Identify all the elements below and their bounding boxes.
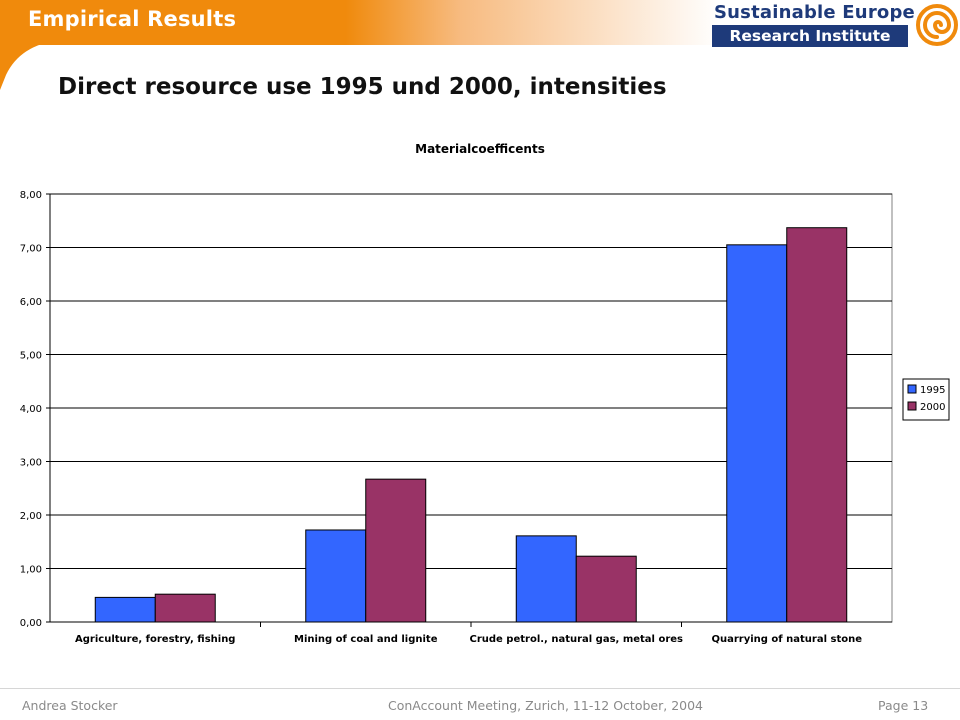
header-curve: [0, 40, 60, 90]
footer-divider: [0, 688, 960, 689]
logo-line-2: Research Institute: [712, 25, 908, 47]
legend-swatch-1995: [907, 384, 917, 394]
y-tick-label: 0,00: [20, 618, 42, 629]
slide-title: Direct resource use 1995 und 2000, inten…: [58, 74, 667, 100]
y-tick-label: 7,00: [20, 244, 42, 255]
legend-swatch-2000: [907, 401, 917, 411]
footer-page-number: Page 13: [878, 698, 929, 713]
y-tick-label: 4,00: [20, 404, 42, 415]
bar-2000-3: [786, 227, 848, 623]
institute-logo: Sustainable Europe Research Institute: [712, 2, 958, 48]
bar-2000-2: [575, 555, 637, 623]
legend-label-2000: 2000: [920, 402, 945, 413]
y-tick-label: 1,00: [20, 565, 42, 576]
bar-1995-3: [726, 244, 788, 623]
header-band: [0, 0, 720, 45]
bar-2000-1: [365, 478, 427, 623]
y-tick-label: 5,00: [20, 351, 42, 362]
footer-event: ConAccount Meeting, Zurich, 11-12 Octobe…: [388, 698, 704, 713]
bar-1995-2: [515, 535, 577, 623]
y-tick-label: 3,00: [20, 458, 42, 469]
bar-1995-0: [94, 596, 156, 623]
logo-line-1: Sustainable Europe: [714, 2, 915, 23]
x-tick-label: Mining of coal and lignite: [294, 634, 438, 645]
y-tick-label: 2,00: [20, 511, 42, 522]
bar-2000-0: [154, 593, 216, 623]
footer-author: Andrea Stocker: [22, 698, 118, 713]
y-tick-label: 6,00: [20, 297, 42, 308]
x-tick-label: Agriculture, forestry, fishing: [75, 634, 235, 645]
chart-title: Materialcoefficents: [415, 142, 545, 156]
bar-1995-1: [305, 529, 367, 623]
swirl-logo-icon: [916, 4, 958, 46]
bar-chart: Materialcoefficents 0,00 1,00 2,00 3,00 4,00…: [20, 142, 950, 645]
section-title: Empirical Results: [28, 7, 237, 31]
legend-label-1995: 1995: [920, 385, 945, 396]
y-tick-label: 8,00: [20, 190, 42, 201]
x-tick-label: Crude petrol., natural gas, metal ores: [469, 634, 683, 645]
x-tick-label: Quarrying of natural stone: [712, 634, 863, 645]
